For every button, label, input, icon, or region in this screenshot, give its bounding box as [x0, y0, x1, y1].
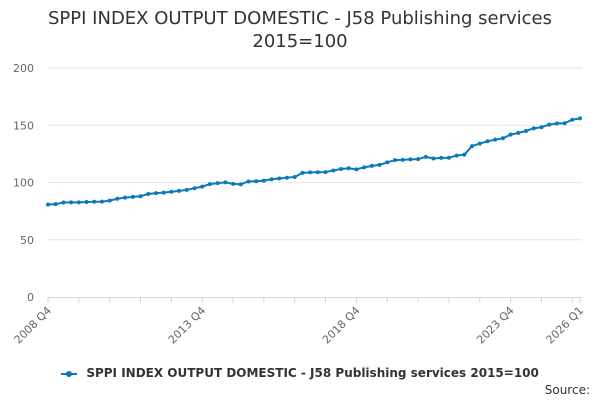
x-axis-ticks: 2008 Q4 2013 Q4 2018 Q4 2023 Q4 2026 Q1	[12, 304, 587, 347]
data-point[interactable]	[46, 202, 50, 207]
data-point[interactable]	[300, 170, 305, 175]
data-point[interactable]	[215, 181, 220, 186]
data-point[interactable]	[570, 117, 575, 122]
gridlines	[48, 67, 582, 241]
x-axis	[47, 297, 582, 303]
data-point[interactable]	[76, 200, 81, 205]
data-point[interactable]	[84, 199, 89, 204]
data-point[interactable]	[392, 158, 397, 163]
source-label: Source:	[544, 383, 590, 397]
legend[interactable]: SPPI INDEX OUTPUT DOMESTIC - J58 Publish…	[0, 366, 600, 380]
data-point[interactable]	[315, 170, 320, 175]
data-point[interactable]	[285, 175, 290, 180]
data-point[interactable]	[485, 139, 490, 144]
data-point[interactable]	[354, 167, 359, 172]
data-point[interactable]	[531, 126, 536, 131]
data-point[interactable]	[346, 166, 351, 171]
data-point[interactable]	[200, 184, 205, 189]
y-tick-label: 150	[13, 119, 34, 132]
data-point[interactable]	[138, 194, 143, 199]
legend-label: SPPI INDEX OUTPUT DOMESTIC - J58 Publish…	[86, 366, 539, 380]
data-point[interactable]	[462, 152, 467, 157]
data-point[interactable]	[547, 122, 552, 127]
data-point[interactable]	[331, 168, 336, 173]
series-line	[47, 117, 581, 206]
data-point[interactable]	[123, 195, 128, 200]
data-point[interactable]	[308, 170, 313, 175]
data-point[interactable]	[470, 144, 475, 149]
data-point[interactable]	[184, 187, 189, 192]
data-point[interactable]	[254, 179, 259, 184]
x-tick-label: 2018 Q4	[320, 304, 363, 347]
data-point[interactable]	[207, 182, 212, 187]
x-tick-label: 2026 Q1	[544, 304, 587, 347]
data-point[interactable]	[477, 141, 482, 146]
data-point[interactable]	[578, 116, 582, 121]
chart-title-line-1: SPPI INDEX OUTPUT DOMESTIC - J58 Publish…	[48, 8, 552, 29]
data-point[interactable]	[385, 160, 390, 165]
x-tick-label: 2008 Q4	[12, 304, 55, 347]
data-point[interactable]	[277, 176, 282, 181]
data-point[interactable]	[338, 166, 343, 171]
data-point[interactable]	[377, 162, 382, 167]
data-point[interactable]	[416, 157, 421, 162]
chart-title: SPPI INDEX OUTPUT DOMESTIC - J58 Publish…	[0, 7, 600, 53]
y-tick-label: 200	[13, 62, 34, 75]
y-tick-label: 100	[13, 177, 34, 190]
data-point[interactable]	[431, 156, 436, 161]
data-point[interactable]	[524, 128, 529, 133]
data-point[interactable]	[292, 175, 297, 180]
data-point[interactable]	[369, 163, 374, 168]
data-point[interactable]	[192, 186, 197, 191]
data-point[interactable]	[238, 182, 243, 187]
data-point[interactable]	[130, 194, 135, 199]
data-point[interactable]	[161, 190, 166, 195]
legend-line-marker-icon	[61, 370, 78, 377]
data-point[interactable]	[61, 200, 66, 205]
data-point[interactable]	[562, 121, 567, 126]
data-point[interactable]	[539, 125, 544, 130]
data-point[interactable]	[446, 155, 451, 160]
series-points	[46, 116, 582, 207]
y-tick-label: 50	[20, 234, 34, 247]
data-point[interactable]	[323, 170, 328, 175]
data-point[interactable]	[107, 198, 112, 203]
data-point[interactable]	[231, 181, 236, 186]
data-point[interactable]	[146, 191, 151, 196]
data-point[interactable]	[423, 154, 428, 159]
data-point[interactable]	[439, 155, 444, 160]
data-point[interactable]	[153, 191, 158, 196]
data-point[interactable]	[261, 178, 266, 183]
data-point[interactable]	[554, 121, 559, 126]
data-point[interactable]	[177, 188, 182, 193]
y-tick-label: 0	[27, 291, 34, 304]
data-point[interactable]	[400, 157, 405, 162]
data-point[interactable]	[69, 200, 74, 205]
x-tick-label: 2023 Q4	[474, 304, 517, 347]
x-tick-label: 2013 Q4	[166, 304, 209, 347]
chart-title-line-2: 2015=100	[252, 31, 348, 52]
data-point[interactable]	[115, 196, 120, 201]
data-point[interactable]	[454, 153, 459, 158]
data-point[interactable]	[508, 132, 513, 137]
data-point[interactable]	[362, 165, 367, 170]
data-point[interactable]	[169, 189, 174, 194]
data-point[interactable]	[500, 136, 505, 141]
data-point[interactable]	[223, 180, 228, 185]
series-line-path	[47, 117, 581, 206]
data-point[interactable]	[92, 199, 97, 204]
data-point[interactable]	[246, 179, 251, 184]
data-point[interactable]	[53, 202, 58, 207]
data-point[interactable]	[516, 130, 521, 135]
data-point[interactable]	[493, 137, 498, 142]
y-axis-ticks: 0 50 100 150 200	[13, 62, 34, 304]
data-point[interactable]	[269, 177, 274, 182]
data-point[interactable]	[408, 157, 413, 162]
data-point[interactable]	[99, 199, 104, 204]
